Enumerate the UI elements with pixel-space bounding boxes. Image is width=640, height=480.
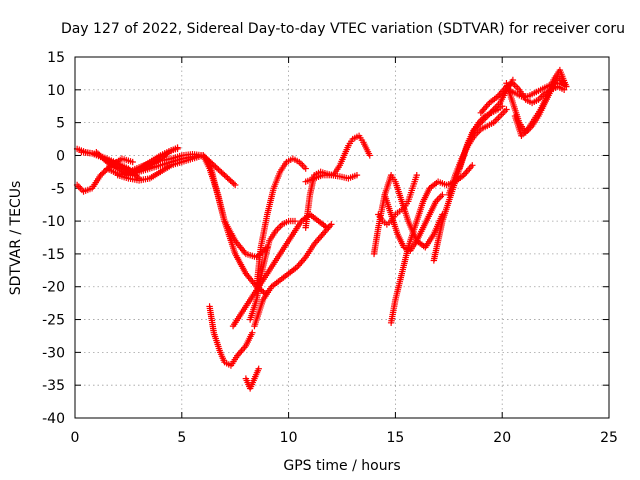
data-point-marker bbox=[221, 171, 228, 179]
data-point-marker bbox=[228, 178, 236, 186]
y-tick-label: -35 bbox=[42, 378, 65, 394]
x-tick-label: 10 bbox=[280, 430, 298, 446]
x-tick-label: 15 bbox=[386, 430, 404, 446]
x-tick-label: 5 bbox=[177, 430, 186, 446]
data-points bbox=[73, 66, 570, 392]
data-point-marker bbox=[209, 160, 216, 168]
y-tick-label: 15 bbox=[47, 50, 65, 66]
data-point-marker bbox=[96, 151, 103, 159]
series-5-points bbox=[114, 152, 239, 189]
data-point-marker bbox=[230, 180, 237, 187]
data-point-marker bbox=[215, 166, 222, 173]
y-tick-label: 5 bbox=[56, 116, 65, 132]
data-point-marker bbox=[563, 83, 570, 90]
y-tick-label: -25 bbox=[42, 313, 65, 329]
data-point-marker bbox=[302, 165, 309, 172]
series-24-points bbox=[511, 66, 570, 139]
data-point-marker bbox=[413, 171, 420, 179]
data-point-marker bbox=[222, 173, 230, 180]
data-point-marker bbox=[218, 169, 225, 176]
data-point-marker bbox=[469, 162, 476, 169]
series-7-points bbox=[206, 303, 256, 369]
x-tick-label: 25 bbox=[600, 430, 618, 446]
plot-frame bbox=[74, 56, 610, 419]
data-point-marker bbox=[129, 158, 136, 166]
y-tick-label: -30 bbox=[42, 345, 65, 361]
chart-title: Day 127 of 2022, Sidereal Day-to-day VTE… bbox=[61, 21, 625, 37]
data-point-marker bbox=[212, 163, 219, 170]
data-point-marker bbox=[225, 176, 233, 183]
data-point-marker bbox=[227, 177, 234, 184]
data-point-marker bbox=[100, 169, 107, 176]
axis-ticks: -40 -35 -30 -25 -20 -15 -10 -5 0 5 10 15 0 5 10 15 20 25 bbox=[42, 50, 618, 446]
x-axis-title: GPS time / hours bbox=[283, 458, 400, 474]
series-6-points bbox=[125, 150, 269, 297]
x-tick-label: 20 bbox=[493, 430, 511, 446]
data-point-marker bbox=[439, 191, 446, 199]
series-14-points bbox=[302, 171, 361, 185]
data-point-marker bbox=[210, 162, 218, 169]
data-point-marker bbox=[100, 156, 108, 163]
data-point-marker bbox=[353, 171, 361, 179]
grid-lines bbox=[75, 57, 609, 418]
x-tick-label: 0 bbox=[71, 430, 80, 446]
data-point-marker bbox=[99, 154, 106, 161]
data-point-marker bbox=[174, 145, 181, 153]
data-point-marker bbox=[232, 181, 239, 189]
data-point-marker bbox=[98, 170, 106, 177]
data-point-marker bbox=[216, 167, 224, 175]
data-point-marker bbox=[97, 153, 105, 160]
series-12-points bbox=[253, 155, 309, 290]
data-point-marker bbox=[213, 164, 221, 172]
data-point-marker bbox=[328, 221, 335, 228]
data-point-marker bbox=[499, 103, 506, 110]
series-19-points bbox=[430, 76, 517, 264]
data-point-marker bbox=[224, 174, 231, 182]
data-point-marker bbox=[255, 365, 262, 372]
y-tick-label: -40 bbox=[42, 411, 65, 427]
data-point-marker bbox=[291, 217, 299, 225]
y-tick-label: -20 bbox=[42, 280, 65, 296]
series-25-points bbox=[505, 80, 570, 100]
series-21-points bbox=[445, 106, 510, 199]
series-10-points bbox=[246, 217, 299, 323]
y-tick-label: -5 bbox=[51, 181, 65, 197]
data-point-marker bbox=[249, 329, 256, 336]
y-tick-label: 0 bbox=[56, 148, 65, 164]
data-point-marker bbox=[94, 150, 102, 157]
data-point-marker bbox=[366, 152, 373, 159]
series-11-points bbox=[251, 221, 335, 330]
series-8-points bbox=[242, 365, 262, 392]
data-point-marker bbox=[503, 106, 510, 113]
series-17-points bbox=[375, 171, 420, 228]
y-tick-label: 10 bbox=[47, 83, 65, 99]
y-tick-label: -10 bbox=[42, 214, 65, 230]
y-axis-title: SDTVAR / TECUs bbox=[8, 181, 24, 296]
data-point-marker bbox=[102, 157, 109, 164]
series-18-points bbox=[387, 162, 476, 327]
y-tick-label: -15 bbox=[42, 247, 65, 263]
data-point-marker bbox=[93, 148, 100, 156]
data-point-marker bbox=[219, 170, 227, 177]
data-point-marker bbox=[97, 171, 104, 179]
